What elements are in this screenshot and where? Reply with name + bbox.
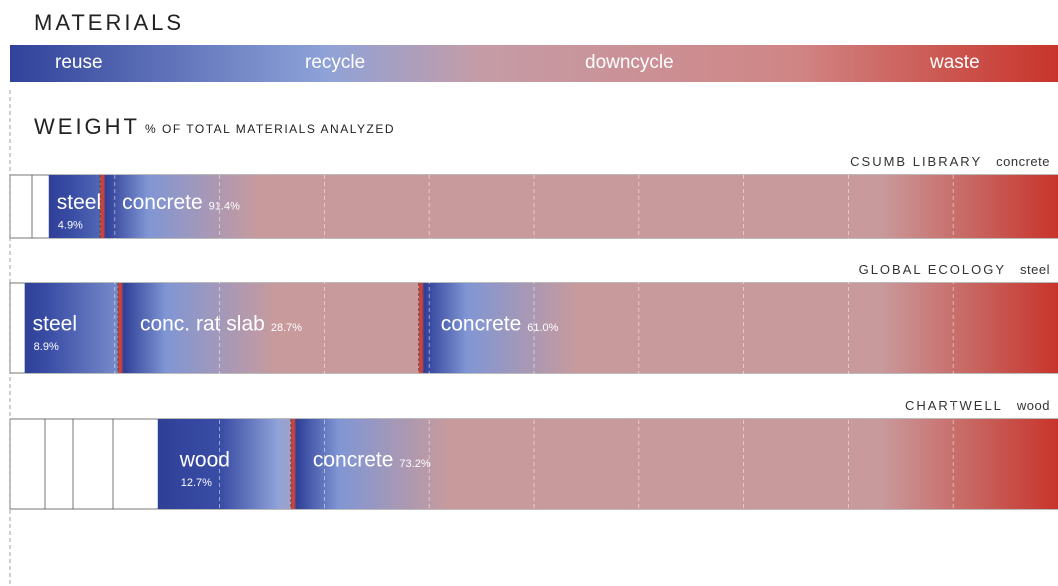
axis-title: WEIGHT: [34, 114, 140, 139]
segment-name: concrete: [313, 449, 394, 472]
value-label: 8.9%: [34, 341, 59, 353]
segment-name: steel: [57, 191, 101, 214]
segment-name: wood: [179, 449, 230, 472]
segment-name: steel: [33, 313, 77, 336]
scale-label: waste: [929, 52, 980, 73]
value-label: 91.4%: [209, 200, 240, 212]
value-label: 73.2%: [399, 458, 430, 470]
value-label: 4.9%: [58, 219, 83, 231]
segment-name: concrete: [441, 313, 522, 336]
segment: [117, 283, 419, 373]
bar-name: CSUMB LIBRARY concrete: [850, 154, 1050, 169]
chart-title: MATERIALS: [34, 10, 184, 35]
segment: [48, 175, 101, 238]
value-label: 12.7%: [181, 477, 212, 489]
bar-end-tint: [880, 175, 1058, 238]
bar-name: CHARTWELL wood: [905, 398, 1050, 413]
bar-name-text: CHARTWELL: [905, 398, 1003, 413]
segment: [157, 419, 291, 509]
bar-name-text: CSUMB LIBRARY: [850, 154, 982, 169]
bar-end-tint: [880, 283, 1058, 373]
segment: [24, 283, 118, 373]
bar-end-tint: [880, 419, 1058, 509]
bar-name-text: GLOBAL ECOLOGY: [859, 262, 1006, 277]
value-label: 28.7%: [271, 322, 302, 334]
value-label: 61.0%: [527, 322, 558, 334]
segment-name: concrete: [122, 191, 203, 214]
bar-tag: steel: [1020, 262, 1050, 277]
scale-bar: [10, 45, 1058, 82]
axis-subtitle: % OF TOTAL MATERIALS ANALYZED: [145, 122, 395, 136]
scale-label: downcycle: [585, 52, 674, 73]
scale-label: recycle: [305, 52, 365, 73]
bar-name: GLOBAL ECOLOGY steel: [859, 262, 1050, 277]
bar-tag: concrete: [996, 154, 1050, 169]
bar-tag: wood: [1016, 398, 1050, 413]
scale-label: reuse: [55, 52, 103, 73]
segment-name: conc. rat slab: [140, 313, 265, 336]
